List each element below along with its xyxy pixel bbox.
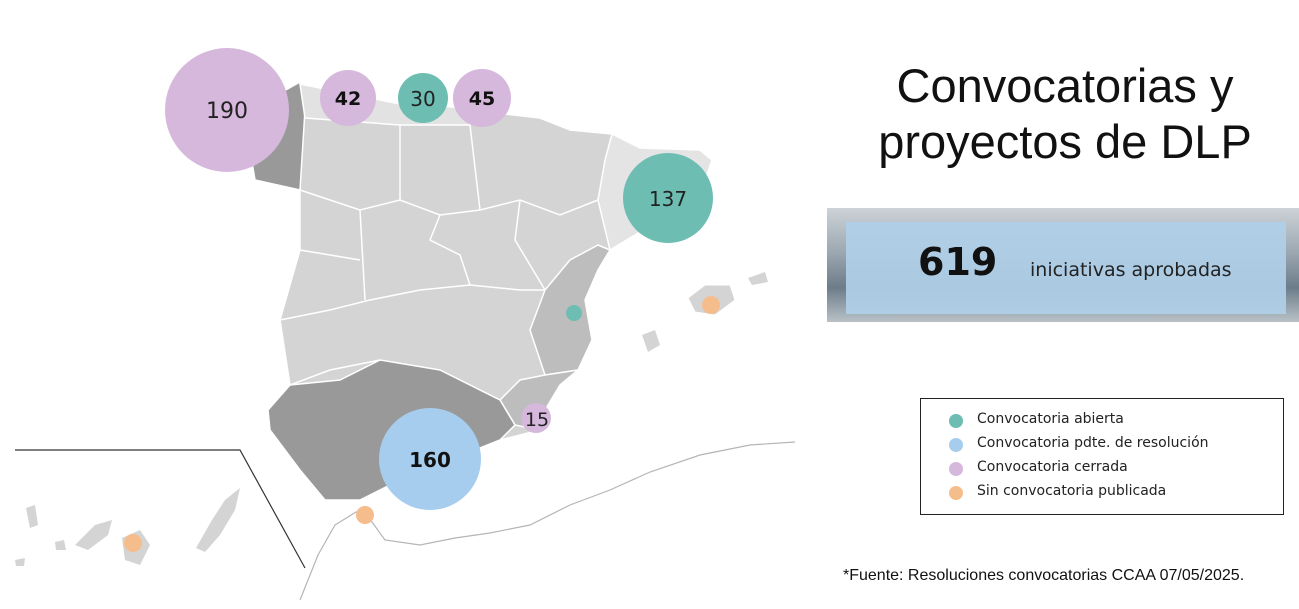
bubble-galicia-label: 190 — [206, 99, 248, 124]
legend-label-cerrada: Convocatoria cerrada — [977, 459, 1128, 475]
legend-swatch-sin-convocatoria — [949, 486, 963, 500]
legend-swatch-abierta — [949, 414, 963, 428]
legend: Convocatoria abierta Convocatoria pdte. … — [920, 398, 1284, 515]
bubble-cataluna-label: 137 — [649, 187, 687, 211]
island-la-palma — [26, 505, 38, 528]
bubble-asturias-label: 42 — [335, 88, 361, 110]
summary-banner — [846, 222, 1286, 314]
bubble-valencia — [566, 305, 582, 321]
bubble-pais-vasco-label: 45 — [469, 88, 495, 110]
bubble-baleares — [702, 296, 720, 314]
bubble-andalucia: 160 — [379, 408, 481, 510]
bubble-pais-vasco: 45 — [453, 69, 511, 127]
island-lanzarote-fuerteventura — [196, 488, 240, 552]
title-line-2: proyectos de DLP — [878, 115, 1252, 168]
legend-swatch-pendiente — [949, 438, 963, 452]
source-note: *Fuente: Resoluciones convocatorias CCAA… — [843, 567, 1245, 584]
bubble-cantabria-label: 30 — [410, 87, 435, 111]
page-title: Convocatorias y proyectos de DLP — [840, 58, 1290, 170]
bubble-andalucia-label: 160 — [409, 448, 451, 472]
legend-label-pendiente: Convocatoria pdte. de resolución — [977, 435, 1209, 451]
bubble-asturias: 42 — [320, 70, 376, 126]
island-gomera — [55, 540, 66, 550]
summary-label: iniciativas aprobadas — [1030, 259, 1232, 281]
bubble-murcia-label: 15 — [525, 409, 549, 431]
bubble-murcia: 15 — [521, 403, 551, 433]
bubble-ceuta — [356, 506, 374, 524]
island-ibiza — [642, 330, 660, 352]
legend-label-abierta: Convocatoria abierta — [977, 411, 1124, 427]
summary-value: 619 — [918, 240, 998, 284]
portugal-border-line — [15, 449, 306, 569]
title-line-1: Convocatorias y — [896, 59, 1234, 112]
island-tenerife — [75, 520, 112, 550]
bubble-galicia: 190 — [165, 48, 289, 172]
island-menorca — [748, 272, 768, 285]
bubble-cantabria: 30 — [398, 73, 448, 123]
bubble-canarias — [124, 534, 142, 552]
legend-label-sin-convocatoria: Sin convocatoria publicada — [977, 483, 1167, 499]
africa-coastline — [299, 441, 796, 601]
region-borders — [279, 124, 599, 386]
legend-swatch-cerrada — [949, 462, 963, 476]
bubble-cataluna: 137 — [623, 153, 713, 243]
spain-map: 190 42 30 45 137 15 160 — [15, 48, 796, 601]
island-hierro — [15, 558, 25, 566]
